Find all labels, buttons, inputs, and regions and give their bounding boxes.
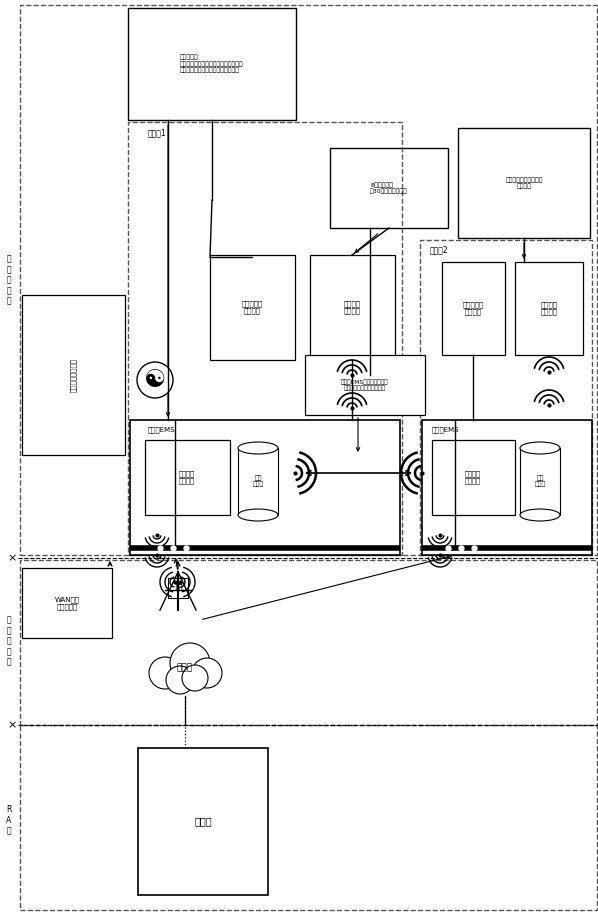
Bar	[22, 568, 112, 638]
Bar	[458, 128, 590, 238]
Ellipse shape	[238, 442, 278, 454]
Text: 系統周波数測定機能を
持たない: 系統周波数測定機能を 持たない	[505, 177, 543, 189]
Bar	[145, 440, 230, 515]
Text: 通
信
事
業
者: 通 信 事 業 者	[7, 615, 11, 666]
Text: スマート
メーター: スマート メーター	[343, 299, 361, 314]
Text: 電力系統状態測定: 電力系統状態測定	[70, 358, 77, 392]
Text: R
A
等: R A 等	[7, 805, 12, 834]
Circle shape	[149, 657, 181, 689]
Text: ☯: ☯	[144, 368, 166, 392]
Ellipse shape	[238, 509, 278, 521]
Bar	[138, 748, 268, 895]
Text: 収取
データ: 収取 データ	[252, 475, 264, 487]
Text: 制御内蔵
ルーター: 制御内蔵 ルーター	[179, 470, 195, 484]
Bar	[442, 262, 505, 355]
Circle shape	[137, 362, 173, 398]
Text: 需
電
設
備
等: 需 電 設 備 等	[7, 255, 11, 305]
Bar	[515, 262, 583, 355]
Bar	[210, 255, 295, 360]
Text: 需要家EMS: 需要家EMS	[432, 426, 459, 434]
Text: ×: ×	[7, 720, 17, 730]
Text: 通信網: 通信網	[177, 664, 193, 673]
Circle shape	[170, 643, 210, 683]
Bar	[168, 578, 188, 598]
Text: 需要家EMS: 需要家EMS	[148, 426, 175, 434]
Text: エネルギー
デバイス: エネルギー デバイス	[242, 299, 263, 314]
Text: ⊞: ⊞	[174, 583, 182, 593]
Bar	[130, 420, 400, 555]
Circle shape	[192, 658, 222, 688]
Bar	[20, 725, 597, 910]
Ellipse shape	[520, 509, 560, 521]
Bar	[305, 355, 425, 415]
Bar	[20, 5, 597, 555]
Text: 制御用通信
・系統状態、制御値等に基づく需要調
整のエネルギーデバイスの出力指令: 制御用通信 ・系統状態、制御値等に基づく需要調 整のエネルギーデバイスの出力指令	[180, 55, 244, 73]
Bar	[128, 122, 402, 555]
Text: 需要家EMS機器間通信情報
・系統状態量測定情報交換: 需要家EMS機器間通信情報 ・系統状態量測定情報交換	[341, 379, 389, 391]
Bar	[238, 448, 278, 515]
Text: サーバ: サーバ	[194, 816, 212, 826]
Text: スマート
メーター: スマート メーター	[541, 301, 557, 315]
Circle shape	[182, 665, 208, 691]
Text: 収取
データ: 収取 データ	[535, 475, 545, 487]
Bar	[520, 448, 560, 515]
Text: 需要家2: 需要家2	[430, 246, 448, 255]
Bar	[128, 8, 296, 120]
Bar	[22, 295, 125, 455]
Bar	[20, 560, 597, 725]
Text: Bルート通信
・30分毎電力量収集: Bルート通信 ・30分毎電力量収集	[370, 182, 408, 194]
Text: エネルギー
デバイス: エネルギー デバイス	[462, 301, 484, 315]
Text: 需要家1: 需要家1	[148, 129, 167, 138]
Text: ×: ×	[7, 553, 17, 563]
Bar	[420, 240, 592, 555]
Circle shape	[166, 666, 194, 694]
Text: 制御内蔵
ルーター: 制御内蔵 ルーター	[465, 470, 481, 484]
Bar	[432, 440, 515, 515]
Bar	[310, 255, 395, 360]
Bar	[422, 420, 592, 555]
Bar	[330, 148, 448, 228]
Ellipse shape	[520, 442, 560, 454]
Text: WAN通信
・制御信号: WAN通信 ・制御信号	[54, 596, 80, 610]
